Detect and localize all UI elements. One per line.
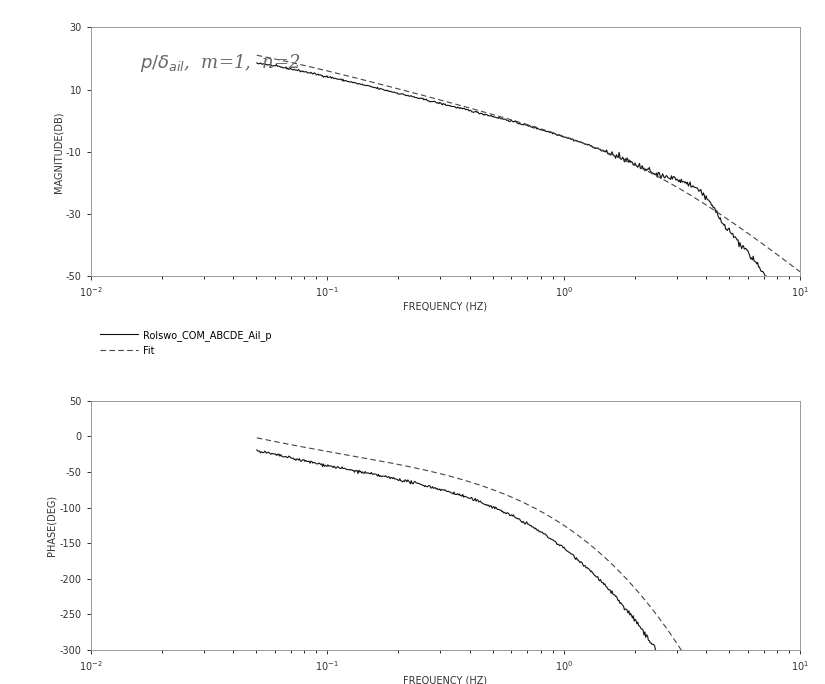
- Y-axis label: PHASE(DEG): PHASE(DEG): [47, 495, 57, 556]
- Legend: Rolswo_COM_ABCDE_Ail_p, Fit: Rolswo_COM_ABCDE_Ail_p, Fit: [96, 326, 276, 360]
- Fit: [668, 181, 678, 189]
- Rolswo_COM_ABCDE_Ail_p: [668, 173, 678, 181]
- Line: Fit: Fit: [257, 438, 800, 684]
- Rolswo_COM_ABCDE_Ail_p: [504, 510, 514, 518]
- Rolswo_COM_ABCDE_Ail_p: [252, 59, 262, 67]
- Fit: [732, 221, 742, 229]
- Fit: [365, 455, 375, 463]
- Rolswo_COM_ABCDE_Ail_p: [732, 235, 742, 243]
- Fit: [252, 434, 262, 442]
- X-axis label: FREQUENCY (HZ): FREQUENCY (HZ): [403, 675, 488, 684]
- Fit: [367, 456, 377, 464]
- Fit: [668, 634, 678, 642]
- Fit: [365, 77, 375, 86]
- Rolswo_COM_ABCDE_Ail_p: [252, 446, 262, 454]
- Rolswo_COM_ABCDE_Ail_p: [367, 470, 377, 478]
- Rolswo_COM_ABCDE_Ail_p: [676, 175, 686, 183]
- Rolswo_COM_ABCDE_Ail_p: [367, 83, 377, 91]
- Fit: [504, 115, 514, 123]
- X-axis label: FREQUENCY (HZ): FREQUENCY (HZ): [403, 302, 488, 312]
- Line: Rolswo_COM_ABCDE_Ail_p: Rolswo_COM_ABCDE_Ail_p: [257, 450, 800, 684]
- Rolswo_COM_ABCDE_Ail_p: [504, 118, 514, 126]
- Line: Fit: Fit: [257, 55, 800, 272]
- Rolswo_COM_ABCDE_Ail_p: [365, 469, 375, 477]
- Fit: [795, 268, 805, 276]
- Fit: [367, 78, 377, 86]
- Text: $p/\delta_{ail}$,  m=1,  n=2: $p/\delta_{ail}$, m=1, n=2: [140, 52, 301, 75]
- Fit: [504, 492, 514, 500]
- Fit: [676, 646, 686, 654]
- Rolswo_COM_ABCDE_Ail_p: [365, 83, 375, 91]
- Rolswo_COM_ABCDE_Ail_p: [795, 315, 805, 324]
- Rolswo_COM_ABCDE_Ail_p: [668, 674, 678, 682]
- Y-axis label: MAGNITUDE(DB): MAGNITUDE(DB): [53, 111, 63, 193]
- Fit: [676, 185, 686, 194]
- Line: Rolswo_COM_ABCDE_Ail_p: Rolswo_COM_ABCDE_Ail_p: [257, 63, 800, 319]
- Fit: [252, 51, 262, 60]
